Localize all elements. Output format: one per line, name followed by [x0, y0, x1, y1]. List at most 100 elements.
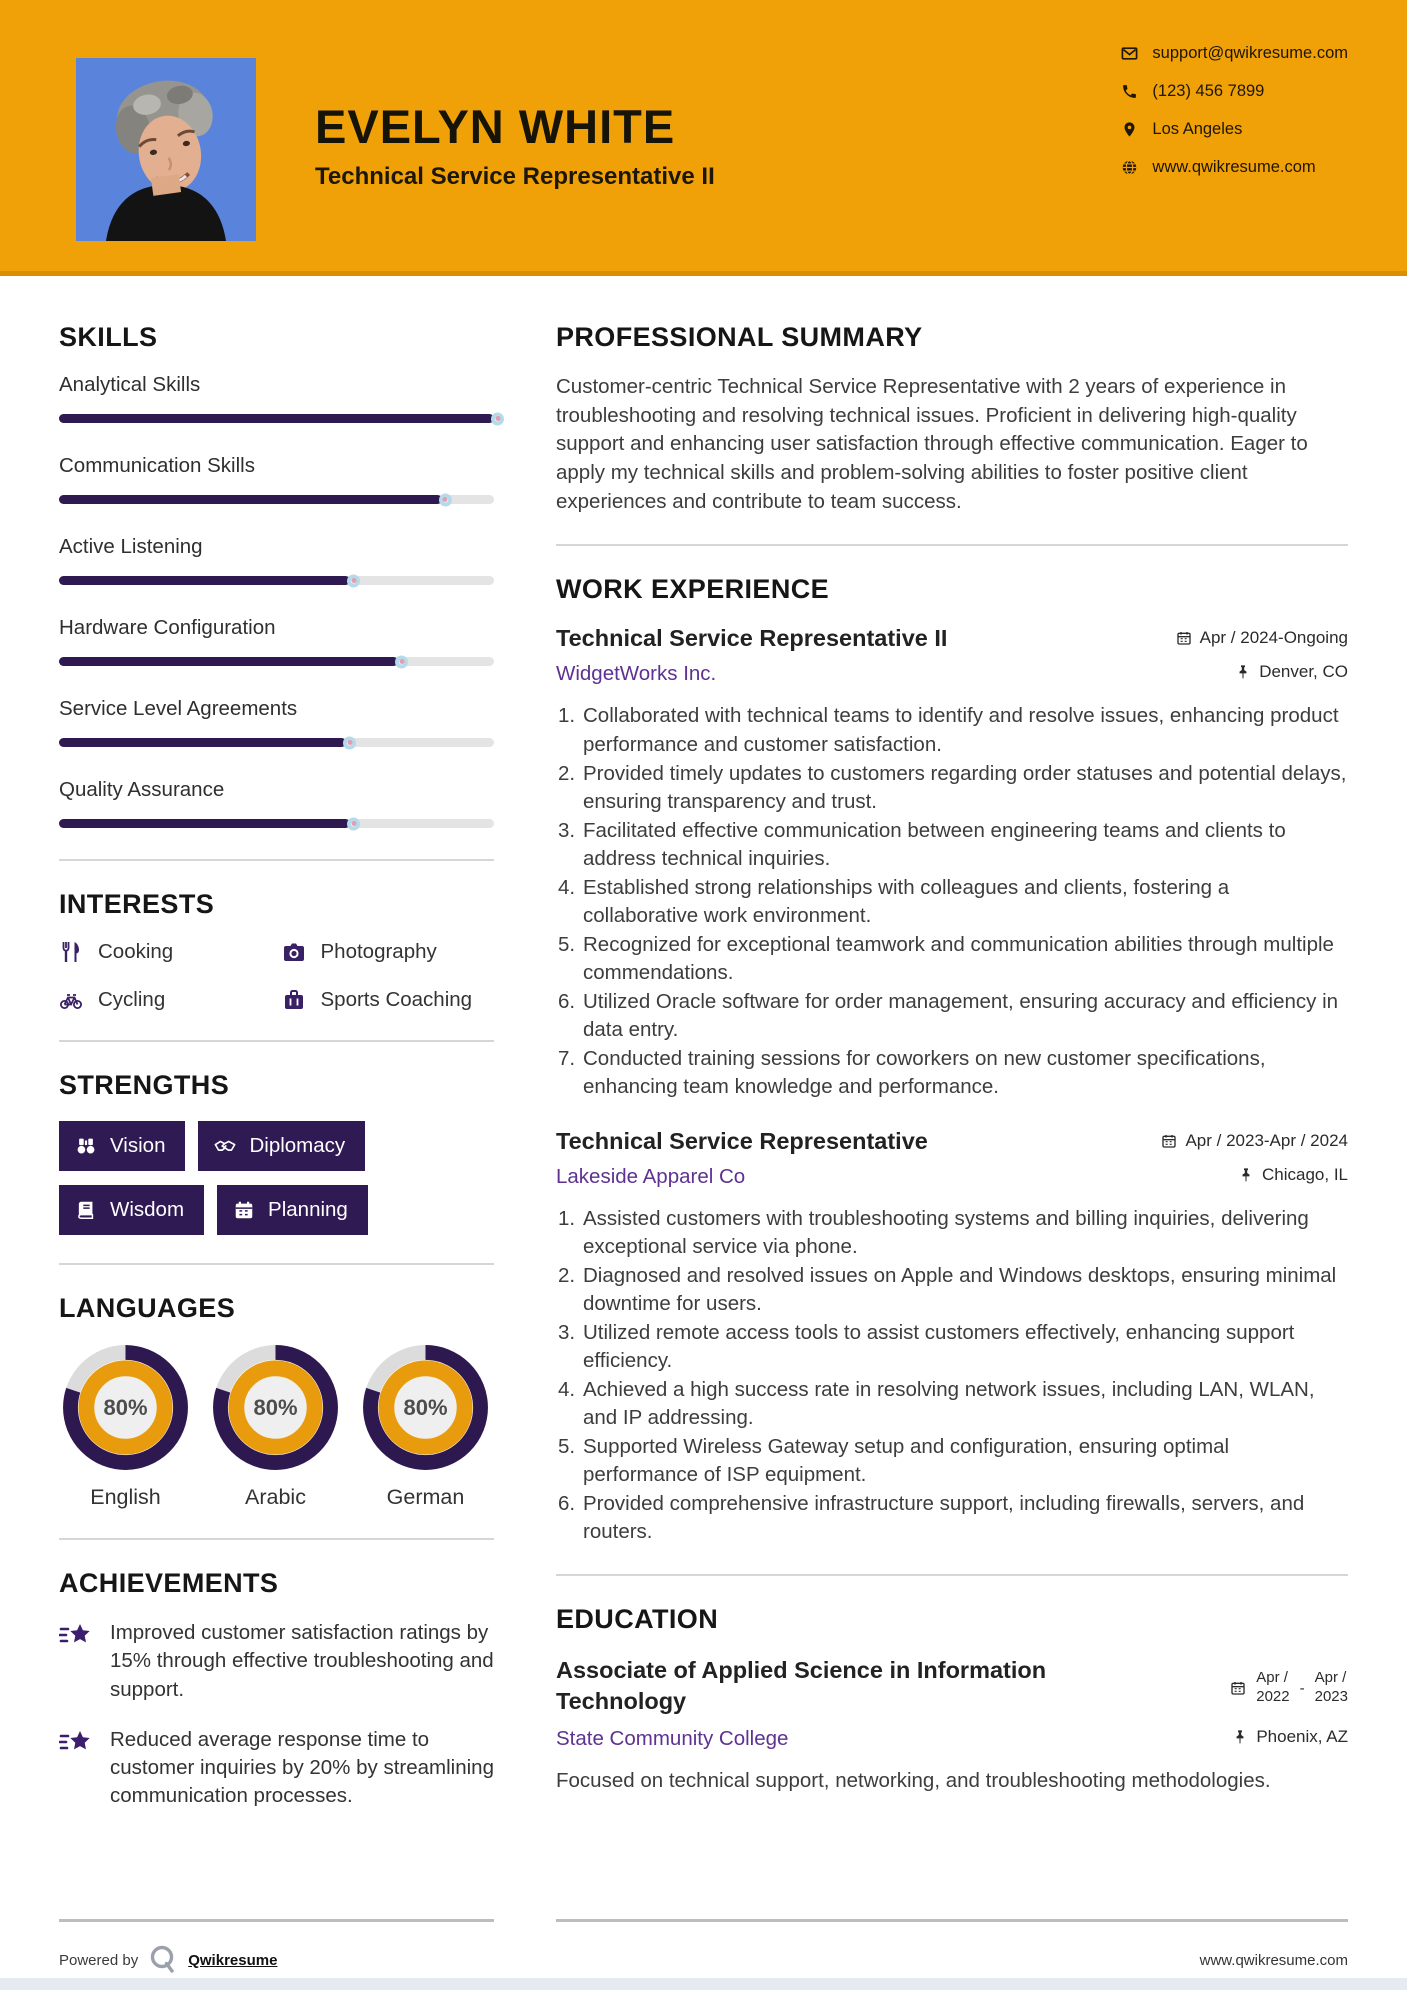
job-bullet: Supported Wireless Gateway setup and con… — [558, 1433, 1230, 1487]
binoculars-icon — [75, 1135, 97, 1157]
slider-handle[interactable] — [343, 736, 357, 749]
job-bullet: Achieved a high success rate in resolvin… — [558, 1376, 1315, 1430]
language-item: 80% English — [59, 1344, 192, 1510]
skill-bar[interactable] — [59, 493, 494, 506]
education-heading: EDUCATION — [556, 1604, 719, 1635]
skill-bar[interactable] — [59, 574, 494, 587]
job-title: Technical Service Representative — [556, 1127, 928, 1154]
interest-item: Sports Coaching — [282, 988, 495, 1012]
skill-bar[interactable] — [59, 655, 494, 668]
skill-item: Service Level Agreements — [59, 697, 494, 749]
contact-email[interactable]: support@qwikresume.com — [1121, 44, 1348, 63]
contact-website[interactable]: www.qwikresume.com — [1121, 158, 1348, 177]
candidate-name: EVELYN WHITE — [315, 100, 676, 153]
job-bullet-list: Assisted customers with troubleshooting … — [556, 1205, 1348, 1547]
section-divider — [556, 544, 1348, 547]
languages-heading: LANGUAGES — [59, 1293, 236, 1323]
job-entry: Technical Service Representative II Apr … — [556, 625, 1348, 1101]
section-divider — [59, 859, 494, 861]
skill-bar[interactable] — [59, 736, 494, 749]
strength-badge: Diplomacy — [198, 1121, 366, 1171]
education-description: Focused on technical support, networking… — [556, 1768, 1271, 1792]
interest-item: Cooking — [59, 940, 272, 964]
skills-heading: SKILLS — [59, 322, 158, 352]
phone-icon — [1121, 83, 1138, 100]
calendar-icon — [1161, 1133, 1177, 1149]
calendar-icon — [233, 1199, 255, 1221]
job-bullet: Diagnosed and resolved issues on Apple a… — [558, 1262, 1337, 1315]
job-bullet: Utilized remote access tools to assist c… — [558, 1319, 1295, 1372]
skill-bar[interactable] — [59, 412, 504, 425]
company-link[interactable]: WidgetWorks Inc. — [556, 662, 717, 686]
slider-handle[interactable] — [491, 412, 504, 425]
slider-handle[interactable] — [438, 493, 452, 506]
slider-handle[interactable] — [347, 817, 361, 830]
slider-handle[interactable] — [347, 574, 361, 587]
education-location: Phoenix, AZ — [1232, 1727, 1348, 1747]
right-column: PROFESSIONAL SUMMARY Customer-centric Te… — [556, 322, 1348, 1911]
powered-by-label: Powered by — [59, 1951, 139, 1969]
job-bullet: Conducted training sessions for coworker… — [558, 1045, 1266, 1099]
date-separator: - — [1299, 1679, 1305, 1697]
strength-badge: Vision — [59, 1121, 186, 1171]
footer-website: www.qwikresume.com — [1199, 1951, 1348, 1969]
page-bottom-strip — [0, 1978, 1407, 1990]
interest-item: Cycling — [59, 988, 272, 1012]
candidate-title: Technical Service Representative II — [315, 163, 715, 191]
job-bullet: Established strong relationships with co… — [558, 874, 1230, 927]
interest-item: Photography — [282, 940, 495, 964]
job-dates: Apr / 2023-Apr / 2024 — [1161, 1131, 1348, 1151]
education-dates: Apr / 2022 - Apr / 2023 — [1230, 1659, 1348, 1716]
language-donut-chart: 80% — [62, 1344, 189, 1471]
job-bullet: Recognized for exceptional teamwork and … — [558, 931, 1334, 985]
job-dates: Apr / 2024-Ongoing — [1176, 628, 1348, 648]
shooting-star-icon — [58, 1621, 92, 1651]
footer: Powered by Qwikresume www.qwikresume.com — [0, 1922, 1407, 1978]
job-bullet: Provided timely updates to customers reg… — [558, 760, 1347, 813]
section-divider — [59, 1538, 494, 1540]
language-donut-chart: 80% — [212, 1344, 339, 1471]
left-column: SKILLS Analytical Skills Communication S… — [58, 322, 504, 1911]
summary-text: Customer-centric Technical Service Repre… — [556, 375, 1308, 513]
skill-item: Quality Assurance — [59, 778, 494, 830]
language-donut-chart: 80% — [362, 1344, 489, 1471]
handshake-icon — [214, 1135, 236, 1157]
job-bullet: Provided comprehensive infrastructure su… — [558, 1490, 1305, 1544]
job-bullet: Assisted customers with troubleshooting … — [558, 1205, 1309, 1258]
achievement-item: Reduced average response time to custome… — [58, 1726, 494, 1811]
contact-phone[interactable]: (123) 456 7899 — [1121, 82, 1348, 101]
camera-icon — [282, 940, 306, 964]
email-icon — [1121, 45, 1138, 62]
pushpin-icon — [1232, 1729, 1248, 1745]
job-bullet: Utilized Oracle software for order manag… — [558, 988, 1339, 1042]
company-link[interactable]: Lakeside Apparel Co — [556, 1164, 746, 1188]
summary-heading: PROFESSIONAL SUMMARY — [556, 322, 923, 352]
contact-block: support@qwikresume.com (123) 456 7899 Lo… — [1121, 44, 1348, 196]
job-location: Denver, CO — [1235, 662, 1348, 682]
shooting-star-icon — [58, 1728, 92, 1758]
contact-location: Los Angeles — [1121, 120, 1348, 139]
bicycle-icon — [59, 988, 83, 1012]
calendar-icon — [1176, 630, 1192, 646]
book-icon — [75, 1199, 97, 1221]
skill-bar[interactable] — [59, 817, 494, 830]
briefcase-icon — [282, 988, 306, 1012]
qwikresume-logo-icon — [148, 1944, 178, 1976]
skill-item: Communication Skills — [59, 454, 494, 506]
degree-title: Associate of Applied Science in Informat… — [556, 1657, 1047, 1715]
section-divider — [556, 1574, 1348, 1577]
school-link[interactable]: State Community College — [556, 1726, 789, 1750]
slider-handle[interactable] — [395, 655, 409, 668]
skill-item: Analytical Skills — [59, 373, 504, 425]
pushpin-icon — [1235, 664, 1251, 680]
portrait-illustration — [76, 58, 256, 241]
calendar-icon — [1230, 1680, 1246, 1696]
location-icon — [1121, 121, 1138, 138]
job-bullet: Collaborated with technical teams to ide… — [558, 702, 1339, 756]
strength-badge: Planning — [217, 1185, 368, 1235]
qwikresume-link[interactable]: Qwikresume — [188, 1951, 278, 1969]
achievements-heading: ACHIEVEMENTS — [59, 1568, 279, 1598]
footer-divider — [0, 1919, 1407, 1922]
job-bullet: Facilitated effective communication betw… — [558, 817, 1286, 870]
